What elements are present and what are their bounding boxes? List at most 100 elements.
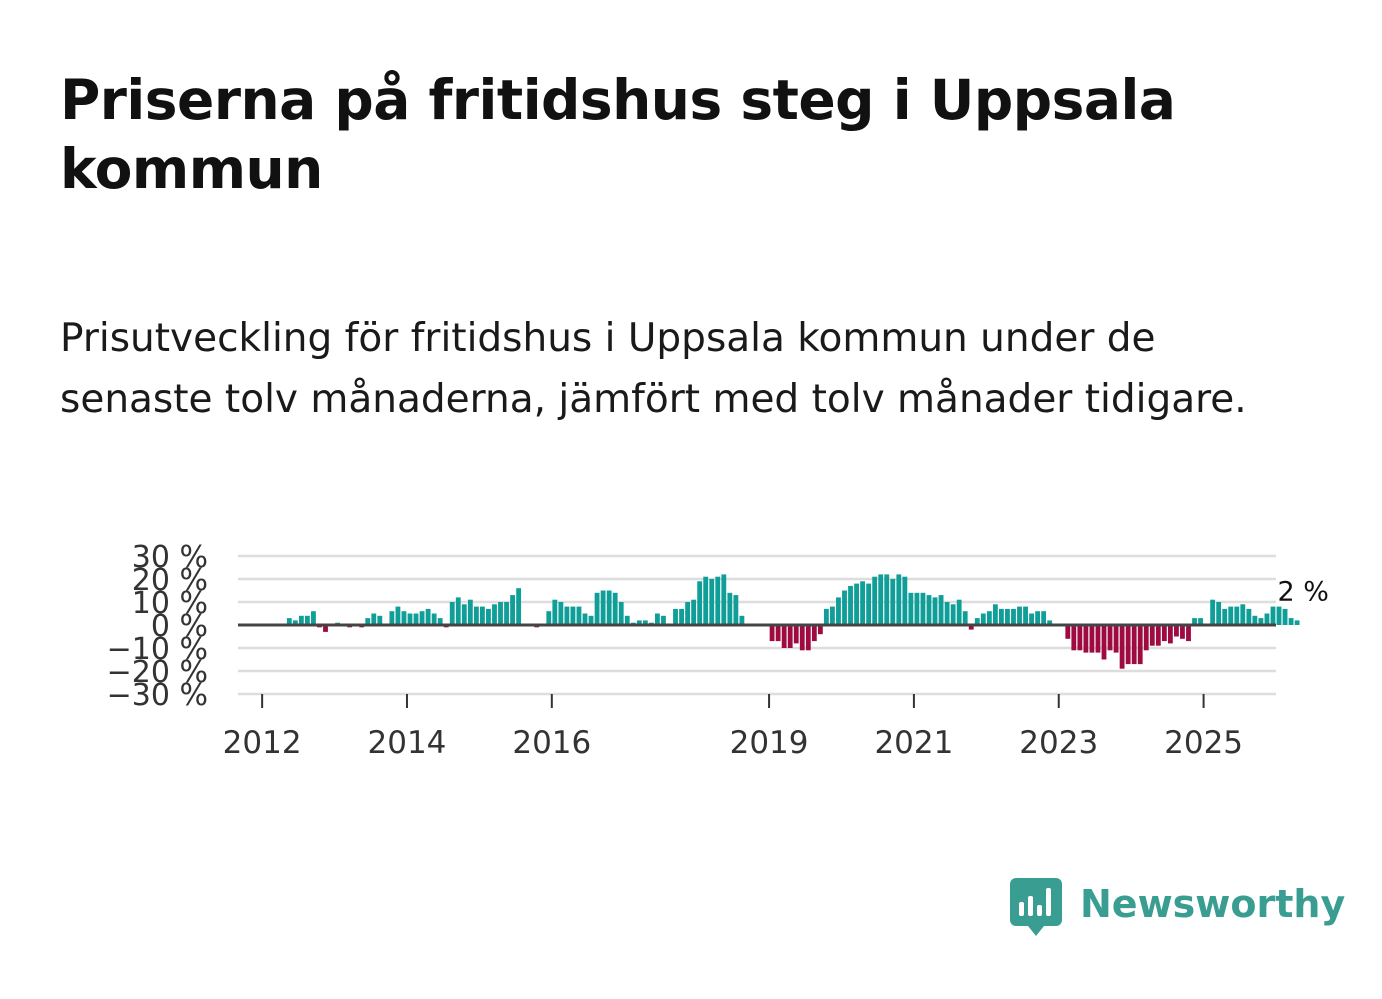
bar	[793, 625, 799, 644]
x-axis: 2012 2014 2016 2019 2021 2023 2025	[223, 693, 1276, 761]
chart-subtitle: Prisutveckling för fritidshus i Uppsala …	[60, 316, 1247, 422]
bar	[727, 592, 733, 625]
bars	[286, 574, 1300, 669]
bar	[570, 606, 576, 625]
bar	[733, 595, 739, 625]
bar	[980, 613, 986, 625]
bar	[721, 574, 727, 625]
bar	[1083, 625, 1089, 653]
x-tick-label: 2012	[223, 725, 302, 761]
bar	[1240, 604, 1246, 625]
bar	[1095, 625, 1101, 653]
bar	[624, 615, 630, 625]
bar	[455, 597, 461, 625]
bar	[739, 615, 745, 625]
bar	[419, 611, 425, 625]
bar	[842, 590, 847, 625]
bar	[1276, 606, 1282, 625]
bar	[1180, 625, 1185, 639]
bar	[1101, 625, 1107, 660]
bar	[1216, 602, 1222, 625]
bar	[836, 597, 841, 625]
x-tick-label: 2021	[874, 725, 953, 761]
bar	[805, 625, 811, 651]
bar	[1246, 608, 1252, 625]
bar	[1125, 625, 1131, 665]
bar	[1107, 625, 1113, 651]
bar	[588, 615, 594, 625]
last-value-label: 2 %	[1277, 576, 1328, 607]
bar	[600, 590, 606, 625]
bar-chart: 30 %20 %10 %0 %−10 %−20 %−30 % 2012 2014 2…	[107, 540, 1329, 761]
bar	[552, 599, 558, 625]
x-tick-label: 2014	[368, 725, 447, 761]
bar	[932, 597, 938, 625]
bar	[769, 625, 775, 642]
bar	[1252, 615, 1258, 625]
x-tick-label: 2023	[1019, 725, 1098, 761]
x-tick-label: 2016	[512, 725, 591, 761]
bar	[286, 618, 292, 625]
bar	[691, 599, 697, 625]
bar	[673, 608, 678, 625]
bar	[1270, 606, 1276, 625]
bar	[896, 574, 902, 625]
bar	[1077, 625, 1083, 651]
bar	[1041, 611, 1047, 625]
bar	[854, 583, 859, 625]
y-tick-label: −20 %	[107, 655, 208, 690]
bar	[944, 602, 950, 625]
bar	[1294, 620, 1300, 625]
bar	[413, 613, 419, 625]
bar	[292, 620, 298, 625]
bar	[1149, 625, 1155, 646]
y-tick-label: 30 %	[132, 540, 208, 575]
bar	[775, 625, 781, 642]
bar	[1113, 625, 1119, 653]
bar	[576, 606, 582, 625]
bar	[709, 579, 715, 625]
bar	[950, 604, 956, 625]
bar	[926, 595, 932, 625]
bar	[1023, 606, 1028, 625]
bar	[962, 611, 968, 625]
bar	[1137, 625, 1143, 665]
bar	[1198, 618, 1203, 625]
bar	[1228, 606, 1234, 625]
x-tick-label: 2025	[1164, 725, 1243, 761]
bar	[618, 602, 624, 625]
bar	[612, 592, 618, 625]
bar	[594, 592, 600, 625]
bar	[1161, 625, 1167, 642]
brand-name: Newsworthy	[1080, 882, 1346, 926]
bar	[558, 602, 564, 625]
bar	[938, 595, 944, 625]
bar	[1282, 608, 1288, 625]
bar	[492, 604, 497, 625]
bar	[323, 625, 328, 632]
bar	[715, 576, 721, 625]
bar	[311, 611, 316, 625]
bar	[992, 604, 998, 625]
bar	[1258, 618, 1264, 625]
bar	[848, 585, 853, 625]
bar	[830, 606, 835, 625]
bar	[697, 581, 703, 625]
bar	[860, 581, 866, 625]
bar	[890, 579, 896, 625]
bar	[787, 625, 793, 648]
bar	[510, 595, 515, 625]
bar	[1047, 620, 1053, 625]
bar	[407, 613, 413, 625]
y-tick-label: −30 %	[107, 678, 208, 713]
bar	[1222, 608, 1228, 625]
bar	[1155, 625, 1161, 646]
bar	[425, 608, 431, 625]
bar	[304, 615, 310, 625]
bar	[884, 574, 890, 625]
bar	[636, 620, 642, 625]
bar	[473, 606, 479, 625]
x-tick-label: 2019	[730, 725, 809, 761]
bar	[582, 613, 588, 625]
bar	[298, 615, 304, 625]
